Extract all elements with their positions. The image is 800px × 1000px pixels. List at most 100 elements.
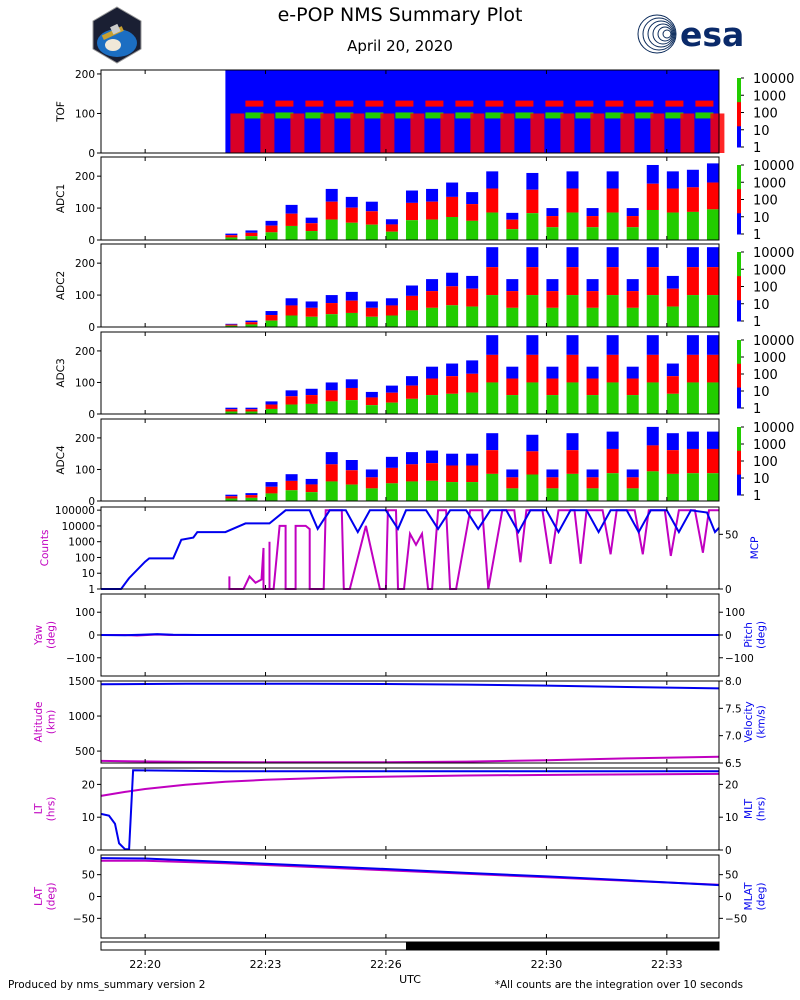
adc1-column-top <box>305 217 318 224</box>
adc3-column-base <box>285 404 298 414</box>
adc2-column-top <box>626 279 639 292</box>
adc3-ylabel: ADC3 <box>55 358 67 388</box>
adc4-column-top <box>666 433 679 451</box>
adc1-column-base <box>305 231 318 240</box>
adc2-colorbar-cell <box>737 296 741 301</box>
adc2-column-mid <box>245 322 258 325</box>
adc1-column-top <box>526 172 539 190</box>
adc4-column-top <box>385 456 398 468</box>
esa-swirl-icon <box>637 14 677 54</box>
adc1-column-mid <box>606 188 619 213</box>
tof-band <box>425 100 444 107</box>
adc3-column-mid <box>405 385 418 399</box>
adc1-column-base <box>686 211 699 240</box>
adc3-colorbar-cell <box>737 346 741 351</box>
adc4-column-top <box>345 460 358 471</box>
adc2-column-top <box>446 272 459 287</box>
yaw_pitch-ytick-left-label: 100 <box>75 607 95 619</box>
adc4-column-base <box>626 488 639 501</box>
adc1-column-top <box>626 208 639 217</box>
adc2-column-mid <box>626 291 639 308</box>
adc1-column-top <box>606 171 619 189</box>
tof-column <box>260 113 275 153</box>
timeline-bar-dark <box>405 942 719 950</box>
adc2-colorbar-label: 10000 <box>753 246 794 261</box>
adc1-column-mid <box>345 207 358 223</box>
adc1-column-mid <box>245 232 258 237</box>
adc4-column-base <box>225 498 238 501</box>
adc3-column-mid <box>526 354 539 383</box>
adc3-column-top <box>606 335 619 355</box>
adc2-column-top <box>606 247 619 268</box>
lt_mlt-ytick-right-label: 0 <box>725 845 732 857</box>
adc2-column-top <box>405 285 418 296</box>
adc2-column-top <box>666 275 679 289</box>
adc2-column-base <box>245 324 258 327</box>
adc1-colorbar-label: 1000 <box>753 176 786 191</box>
adc2-frame <box>100 243 720 328</box>
tof-colorbar-cell <box>737 95 741 100</box>
tof-band <box>305 112 324 119</box>
adc2-column-mid <box>606 267 619 296</box>
adc3-column-mid <box>225 409 238 412</box>
tof-column <box>500 113 515 153</box>
adc4-column-base <box>666 473 679 501</box>
adc3-column-base <box>305 403 318 414</box>
date-subtitle: April 20, 2020 <box>347 37 453 55</box>
adc1-colorbar-cell <box>737 213 741 218</box>
adc3-column-base <box>506 395 519 414</box>
adc4-column-top <box>325 452 338 465</box>
adc3-colorbar-cell <box>737 401 741 406</box>
adc1-colorbar-cell <box>737 189 741 194</box>
adc3-column-mid <box>706 354 719 383</box>
counts_mcp-ytick-left-label: 10000 <box>62 521 95 533</box>
adc2-column-top <box>466 275 479 289</box>
adc2-column-base <box>486 295 499 327</box>
adc3-column-base <box>446 393 459 414</box>
adc1-column-base <box>466 220 479 240</box>
tof-band <box>455 112 474 119</box>
adc4-column-top <box>706 431 719 449</box>
adc3-ytick-label: 100 <box>75 377 95 389</box>
adc2-colorbar-cell <box>737 269 741 274</box>
adc2-column-base <box>686 295 699 327</box>
adc1-colorbar-label: 10000 <box>753 159 794 174</box>
adc4-column-mid <box>325 464 338 482</box>
adc4-colorbar: 10000 1000 100 10 1 <box>737 421 794 504</box>
adc2-ytick-label: 100 <box>75 290 95 302</box>
tof-band <box>665 100 684 107</box>
adc2-column-top <box>325 295 338 304</box>
adc4-column-base <box>385 483 398 501</box>
yaw_pitch-ylabel-left: Yaw(deg) <box>33 621 58 649</box>
adc1-column-mid <box>426 201 439 220</box>
adc3-column-top <box>225 407 238 410</box>
adc4-ytick-label: 0 <box>88 496 95 508</box>
adc4-colorbar-cell <box>737 481 741 486</box>
adc2-colorbar-cell <box>737 314 741 319</box>
adc2-colorbar-cell <box>737 283 741 287</box>
adc1-column-base <box>646 209 659 240</box>
adc4-column-top <box>285 474 298 481</box>
alt_vel-series-altitude <box>100 755 720 764</box>
adc1-colorbar-cell <box>737 199 741 204</box>
lt_mlt-lines <box>100 769 720 851</box>
yaw_pitch-ytick-left-label: 0 <box>88 630 95 642</box>
adc1-colorbar-cell <box>737 178 741 183</box>
tof-band <box>485 112 504 119</box>
adc3-column-top <box>506 366 519 379</box>
tof-ytick-label: 100 <box>75 108 95 120</box>
alt_vel-ylabel-left: Altitude(km) <box>33 701 58 742</box>
adc4-column-mid <box>486 450 499 474</box>
alt_vel-ytick-right-label: 7.5 <box>725 703 742 715</box>
adc2-column-mid <box>325 303 338 315</box>
adc3-colorbar-cell <box>737 380 741 385</box>
adc4-column-mid <box>225 496 238 499</box>
adc2-colorbar-cell <box>737 279 741 284</box>
adc1-column-top <box>566 171 579 189</box>
adc2-column-top <box>706 247 719 268</box>
tof-column <box>410 113 425 153</box>
adc2-column-base <box>325 314 338 327</box>
adc1-heatmap <box>225 163 719 240</box>
adc3-colorbar-cell <box>737 353 741 358</box>
adc2-ytick-label: 200 <box>75 258 95 270</box>
